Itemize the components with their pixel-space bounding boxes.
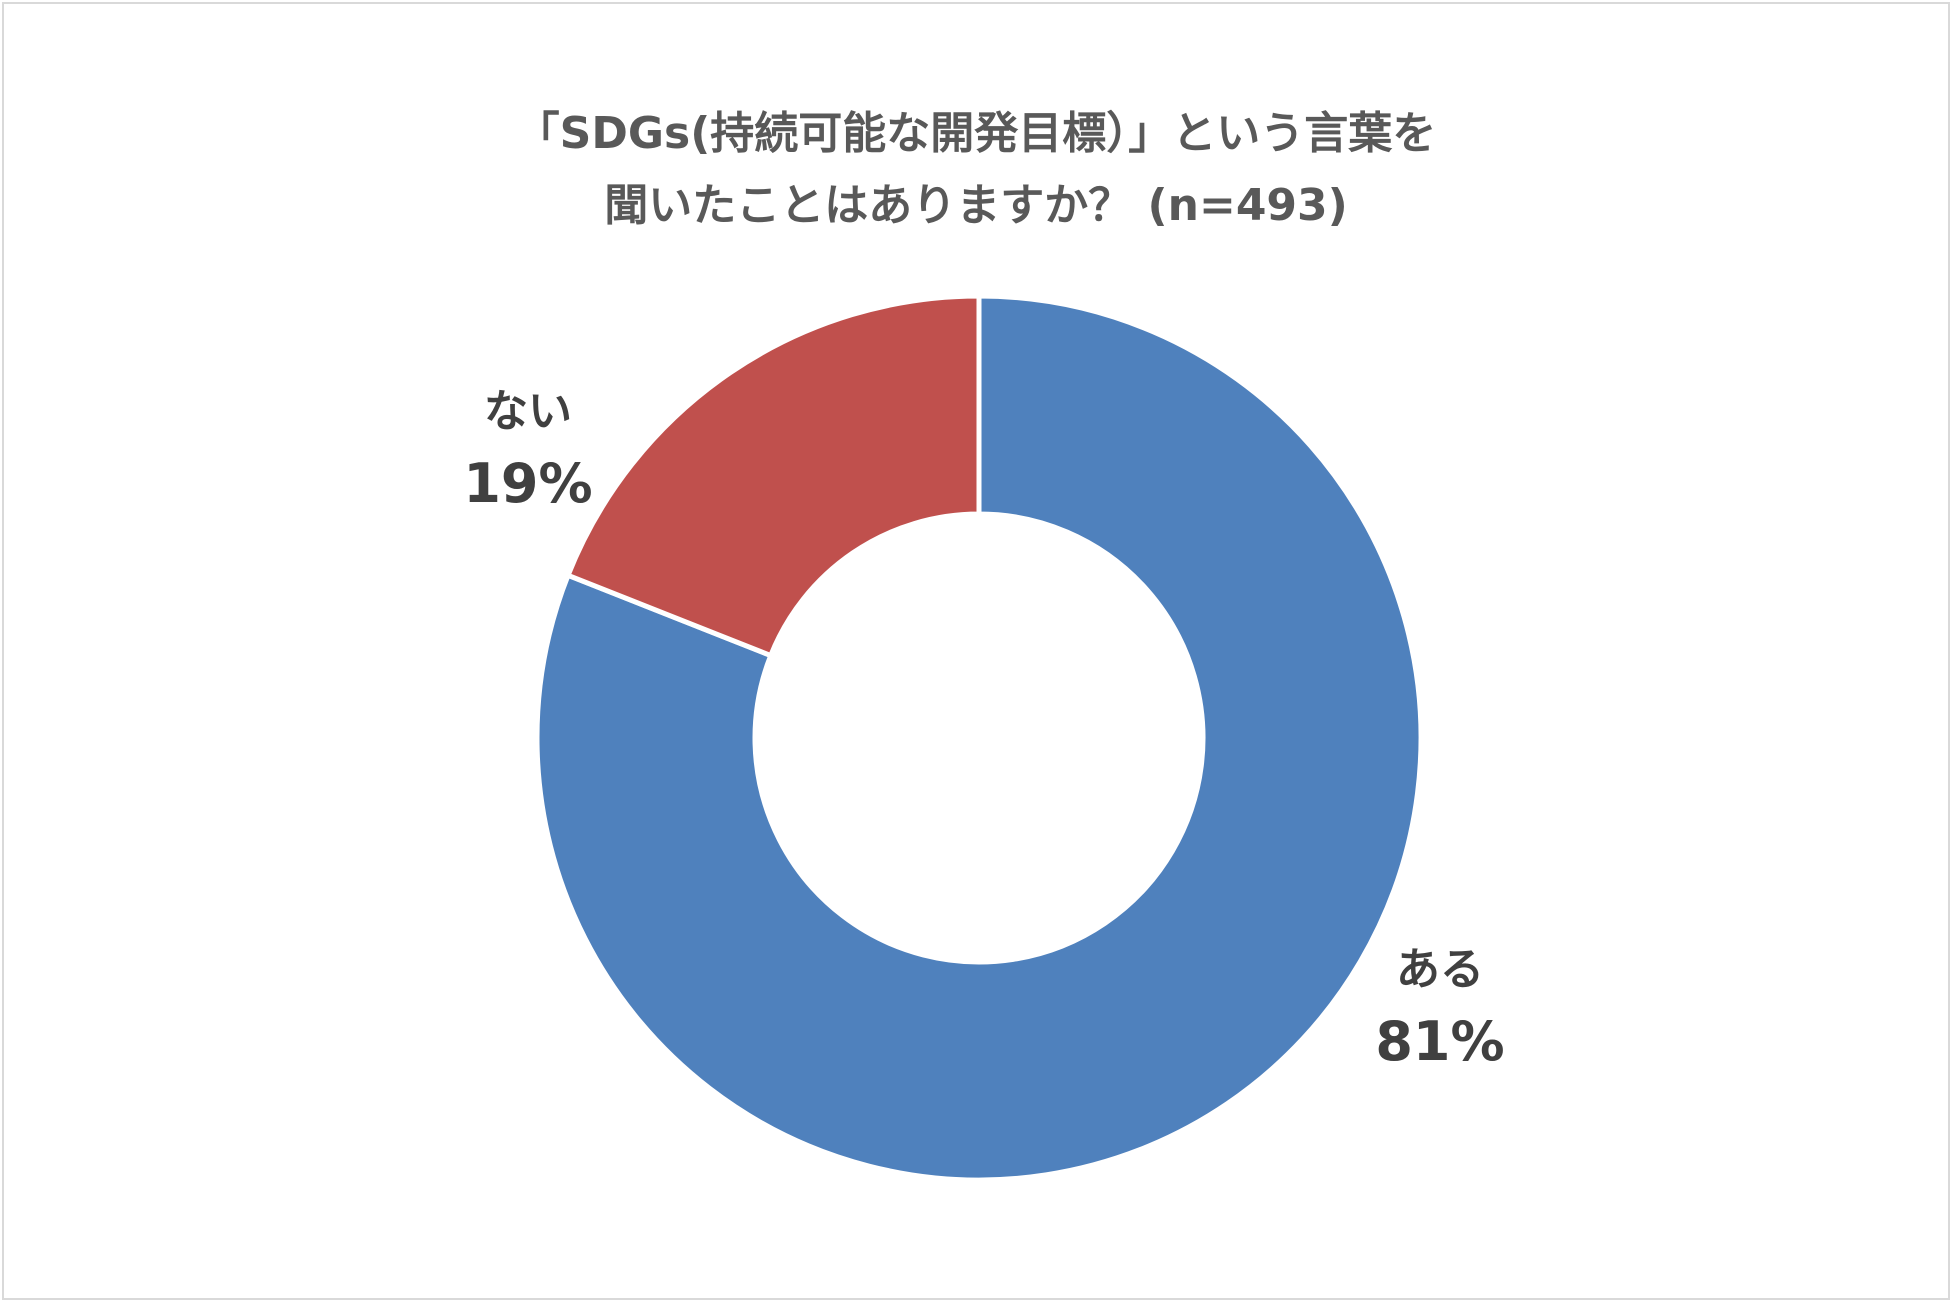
donut-slice-nai: [565, 293, 982, 659]
slice-value-aru: 81%: [1375, 1010, 1504, 1073]
chart-title: 「SDGs(持続可能な開発目標）」という言葉を 聞いたことはありますか？ (n=…: [0, 98, 1952, 242]
slice-label-aru: ある: [1396, 944, 1484, 995]
slice-value-nai: 19%: [463, 452, 592, 515]
chart-title-line-2: 聞いたことはありますか？ (n=493): [604, 180, 1348, 231]
chart-title-line-1: 「SDGs(持続可能な開発目標）」という言葉を: [515, 108, 1437, 159]
donut-slice-aru: [534, 293, 1424, 1183]
slice-label-nai: ない: [484, 386, 572, 437]
